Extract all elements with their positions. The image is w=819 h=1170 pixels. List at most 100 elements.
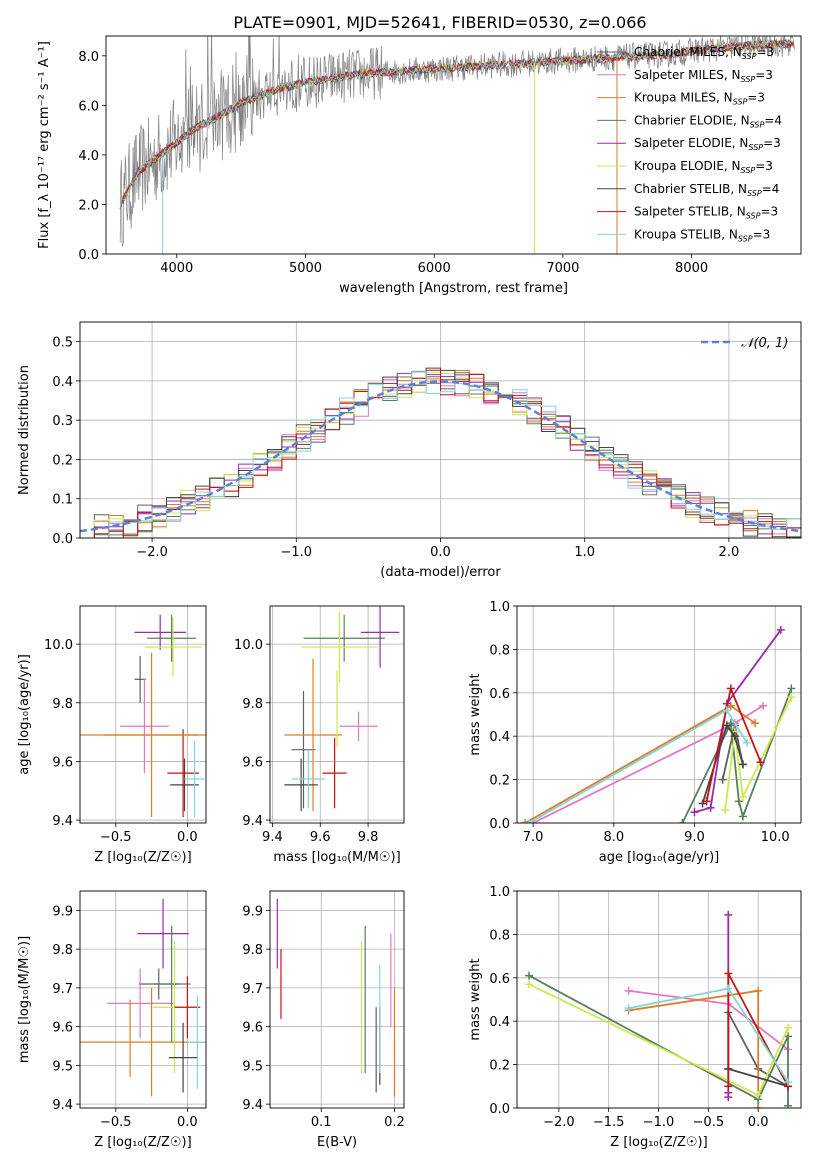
legend-nssp: =4 xyxy=(762,182,780,196)
errorbar-chabrier-elodie xyxy=(303,614,385,662)
y-tick-label: 0.0 xyxy=(489,1102,510,1117)
y-tick-label: 9.8 xyxy=(52,943,73,958)
legend-nssp: =3 xyxy=(753,227,771,241)
x-tick-label: 10.0 xyxy=(761,830,790,845)
legend-nssp: =3 xyxy=(755,68,773,82)
legend-label: 𝒩(0, 1) xyxy=(741,336,788,351)
axes-frame xyxy=(79,890,207,1109)
y-tick-label: 0.0 xyxy=(489,817,510,832)
errorbar-chabrier-elodie xyxy=(147,614,196,662)
x-axis-label: Z [log₁₀(Z/Z☉)] xyxy=(94,850,191,865)
legend-subscript: SSP xyxy=(750,120,765,129)
errorbar-kroupa-elodie xyxy=(144,617,202,677)
legend-label: Kroupa ELODIE, NSSP=3 xyxy=(634,159,773,175)
y-tick-label: 9.9 xyxy=(52,904,73,919)
x-tick-label: 0.2 xyxy=(384,1115,405,1130)
x-tick-label: 0.0 xyxy=(177,830,198,845)
legend-subscript: SSP xyxy=(738,234,753,243)
plot-area-mass_vs_Z xyxy=(80,898,206,1097)
legend-nssp: =3 xyxy=(756,45,774,59)
y-tick-label: 9.6 xyxy=(52,1021,73,1036)
x-tick-label: 7.0 xyxy=(523,830,544,845)
y-tick-label: 9.8 xyxy=(242,697,263,712)
panel-mass_weight_vs_age: 7.0 8.0 9.0 10.0 0.0 0.2 0.4 0.6 0.8 1.0 age [log₁… xyxy=(468,600,802,865)
model-line xyxy=(119,38,794,209)
legend-label: Chabrier MILES, NSSP=3 xyxy=(634,45,774,61)
panel-mass_vs_ebv: 0.1 0.2 9.4 9.5 9.6 9.7 9.8 9.9 E(B-V) xyxy=(242,890,405,1150)
panel-mass_weight_vs_Z: −2.0 −1.5 −1.0 −0.5 0.0 0.0 0.2 0.4 0.6 0.8 1.0 Z [… xyxy=(468,885,802,1150)
y-tick-label: 9.9 xyxy=(242,904,263,919)
errorbar-chabrier-stelib xyxy=(168,1022,198,1093)
y-tick-label: 0.3 xyxy=(52,414,73,429)
axes-frame xyxy=(516,605,802,824)
legend-label: Chabrier ELODIE, NSSP=4 xyxy=(634,113,782,129)
y-tick-label: 9.7 xyxy=(242,982,263,997)
y-tick-label: 0.4 xyxy=(489,730,510,745)
legend-subscript: SSP xyxy=(741,166,756,175)
y-tick-label: 0.0 xyxy=(78,248,99,263)
x-tick-label: −1.5 xyxy=(593,1115,625,1130)
histogram-line xyxy=(80,367,801,538)
y-tick-label: 0.8 xyxy=(489,643,510,658)
y-tick-label: 1.0 xyxy=(489,600,510,615)
y-tick-label: 0.0 xyxy=(52,532,73,547)
legend-series-name: Salpeter STELIB, N xyxy=(634,205,746,219)
x-tick-label: 9.6 xyxy=(310,830,331,845)
y-tick-label: 0.8 xyxy=(489,928,510,943)
errorbar-kroupa-miles xyxy=(284,658,342,812)
y-tick-label: 0.6 xyxy=(489,972,510,987)
y-axis-label: Flux [f_λ 10⁻¹⁷ erg cm⁻² s⁻¹ A⁻¹] xyxy=(37,41,52,249)
plot-area-residuals xyxy=(80,367,801,538)
errorbar-salpeter-elodie xyxy=(137,898,189,969)
x-tick-label: 0.0 xyxy=(748,1115,769,1130)
x-tick-label: −1.0 xyxy=(281,545,313,560)
errorbar-salpeter-stelib xyxy=(174,976,201,1039)
y-tick-label: 9.5 xyxy=(52,1059,73,1074)
plot-area-age_vs_Z xyxy=(80,614,206,818)
legend-label: Salpeter STELIB, NSSP=3 xyxy=(634,205,778,221)
y-tick-label: 4.0 xyxy=(78,149,99,164)
axes-frame xyxy=(105,35,802,255)
legend-subscript: SSP xyxy=(748,143,763,152)
x-tick-label: −0.5 xyxy=(100,830,132,845)
y-tick-label: 2.0 xyxy=(78,198,99,213)
legend-nssp: =4 xyxy=(764,113,782,127)
y-tick-label: 0.2 xyxy=(489,774,510,789)
y-tick-label: 9.8 xyxy=(52,697,73,712)
x-tick-label: 4000 xyxy=(160,261,193,276)
errorbar-salpeter-stelib xyxy=(167,729,199,818)
plot-area-mass_weight_vs_Z xyxy=(524,910,793,1108)
x-tick-label: 0.1 xyxy=(311,1115,332,1130)
x-tick-label: −0.5 xyxy=(100,1115,132,1130)
legend-subscript: SSP xyxy=(733,98,748,107)
y-tick-label: 8.0 xyxy=(78,50,99,65)
normal-curve xyxy=(80,380,801,533)
y-tick-label: 9.4 xyxy=(52,1098,73,1113)
y-tick-label: 0.4 xyxy=(489,1015,510,1030)
legend-nssp: =3 xyxy=(763,136,781,150)
errorbar-chabrier-stelib xyxy=(284,758,318,812)
x-axis-label: Z [log₁₀(Z/Z☉)] xyxy=(610,1135,707,1150)
panel-spectrum: 4000 5000 6000 7000 8000 0.0 2.0 4.0 6.0 8.0 wavel… xyxy=(37,35,802,296)
axes-frame xyxy=(269,605,405,824)
spectrum-title: PLATE=0901, MJD=52641, FIBERID=0530, z=0… xyxy=(233,13,646,32)
x-tick-label: 0.0 xyxy=(177,1115,198,1130)
legend-subscript: SSP xyxy=(741,75,756,84)
x-tick-label: 9.8 xyxy=(358,830,379,845)
panel-age_vs_Z: −0.5 0.0 9.4 9.6 9.8 10.0 Z [log₁₀(Z/Z☉)] age [… xyxy=(17,605,207,865)
plot-area-mass_vs_ebv xyxy=(276,898,396,1097)
legend-series-name: Salpeter ELODIE, N xyxy=(634,136,748,150)
x-tick-label: 0.0 xyxy=(430,545,451,560)
legend-subscript: SSP xyxy=(742,52,757,61)
y-tick-label: 1.0 xyxy=(489,885,510,900)
legend-label: Salpeter ELODIE, NSSP=3 xyxy=(634,136,781,152)
x-tick-label: 6000 xyxy=(418,261,451,276)
y-tick-label: 9.4 xyxy=(242,814,263,829)
errorbar-salpeter-stelib xyxy=(322,737,347,809)
y-axis-label: mass weight xyxy=(468,673,483,755)
y-tick-label: 0.2 xyxy=(489,1059,510,1074)
panel-mass_vs_Z: −0.5 0.0 9.4 9.5 9.6 9.7 9.8 9.9 Z [log₁₀(Z/Z☉)]… xyxy=(17,890,207,1150)
legend-series-name: Salpeter MILES, N xyxy=(634,68,741,82)
y-axis-label: mass weight xyxy=(468,958,483,1040)
